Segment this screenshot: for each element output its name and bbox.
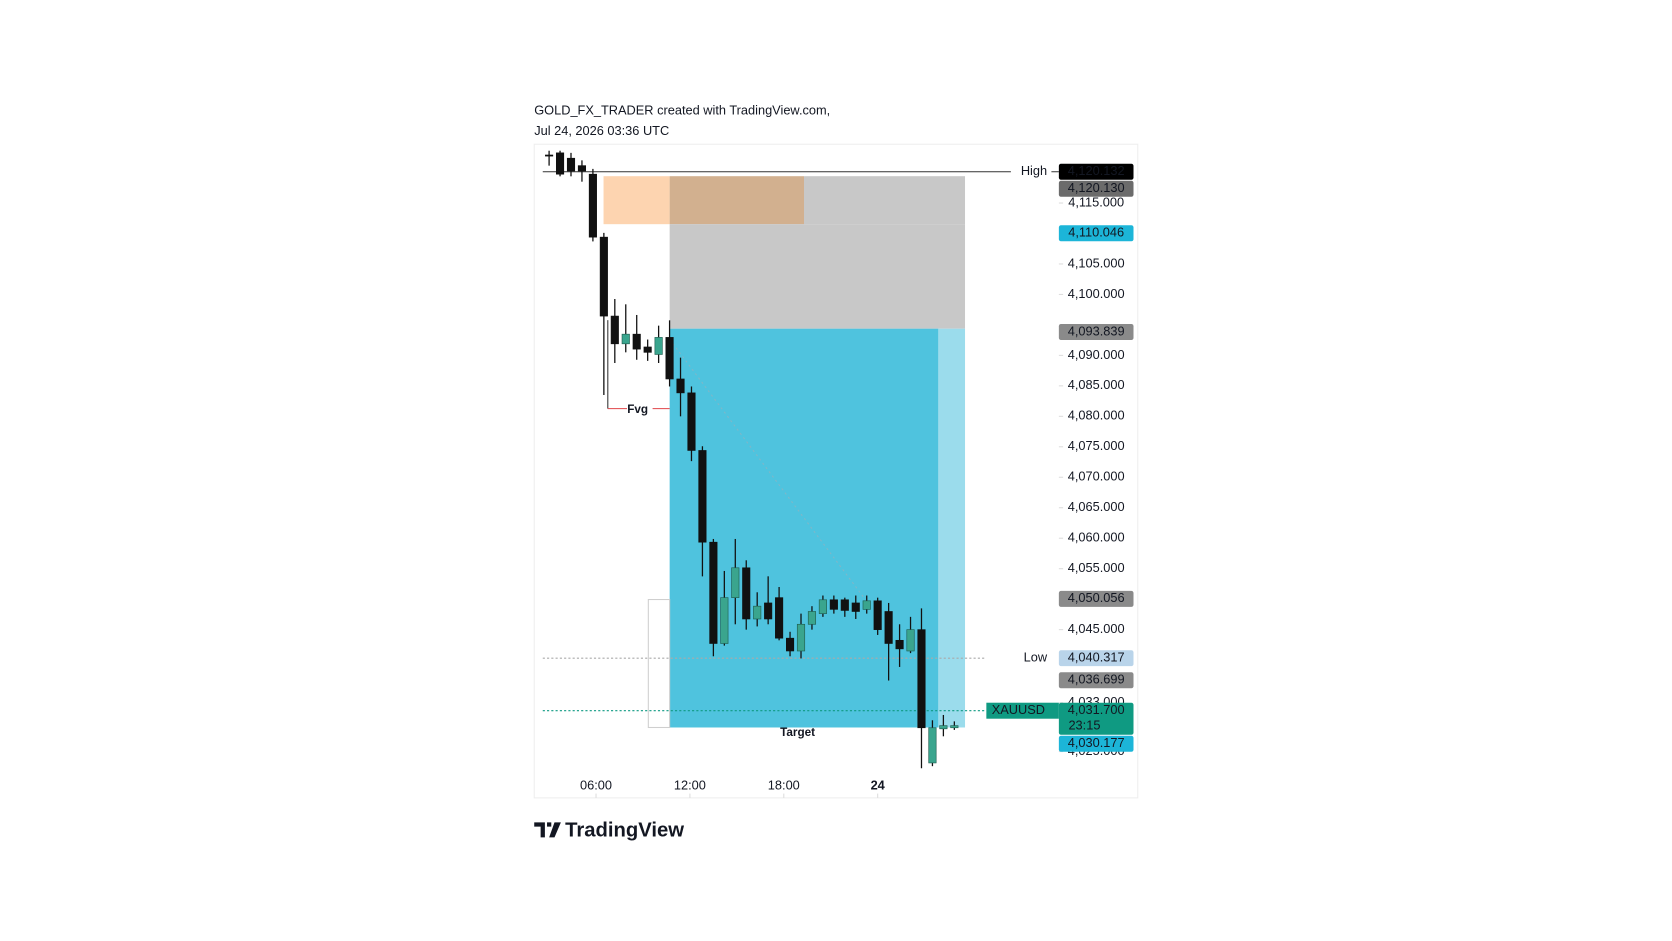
price-tag-countdown: 23:15: [1068, 718, 1100, 733]
candle-body: [753, 605, 762, 620]
price-tag: [1058, 225, 1134, 242]
price-tag-label: 4,036.699: [1068, 672, 1125, 687]
candle-body: [632, 333, 641, 350]
name-box: [1010, 163, 1052, 180]
candle-body: [950, 725, 959, 729]
price-tag-label: 4,110.046: [1068, 225, 1124, 240]
candle-body: [566, 157, 576, 172]
candle-body: [545, 154, 554, 157]
header-line: Jul 24, 2026 03:36 UTC: [534, 123, 669, 138]
candle-body: [840, 599, 849, 611]
candle-body: [884, 611, 893, 644]
price-tag: [1058, 323, 1134, 340]
candle-body: [775, 597, 784, 639]
x-tick-label: 24: [871, 778, 886, 793]
candle-body: [829, 599, 838, 610]
price-name: High: [1021, 163, 1047, 178]
header-line: GOLD_FX_TRADER created with TradingView.…: [534, 103, 830, 118]
x-tick-label: 18:00: [768, 778, 800, 793]
candle-body: [687, 392, 696, 451]
price-tag-label: 4,050.056: [1068, 590, 1125, 605]
candle-body: [676, 378, 685, 394]
price-tag: [1058, 180, 1134, 197]
candle-body: [709, 541, 718, 644]
zone: [804, 176, 966, 225]
candle-body: [786, 637, 795, 652]
candle-body: [851, 602, 860, 612]
candle-body: [588, 173, 597, 238]
brand-logo: TradingView: [534, 819, 684, 841]
price-tag: [1058, 672, 1134, 689]
candle-body: [577, 165, 587, 172]
y-tick-label: 4,065.000: [1068, 499, 1125, 514]
symbol-tag: [986, 702, 1059, 719]
price-tag-label: 4,120.132: [1068, 163, 1125, 178]
price-tag: [1058, 590, 1134, 607]
position-tool: [603, 176, 966, 729]
price-tag-label: 4,120.130: [1068, 180, 1125, 195]
candle-body: [610, 315, 619, 345]
candle-body: [862, 600, 871, 610]
y-tick-label: 4,115.000: [1068, 194, 1124, 209]
candle-body: [906, 629, 915, 652]
annotation: Target: [780, 726, 815, 739]
y-tick-label: 4,070.000: [1068, 469, 1125, 484]
candle-body: [928, 727, 937, 764]
zone: [669, 328, 939, 728]
price-tag: [1058, 650, 1134, 667]
y-tick-label: 4,060.000: [1068, 530, 1125, 545]
price-tag: [1058, 163, 1134, 180]
price-tag-label: 4,031.700: [1068, 702, 1125, 717]
candle-body: [917, 629, 926, 729]
price-tag-label: 4,030.177: [1068, 735, 1125, 750]
y-tick-label: 4,075.000: [1068, 438, 1125, 453]
candle-body: [939, 725, 948, 730]
candle-body: [895, 639, 904, 650]
annotation: Fvg: [627, 403, 648, 416]
zone: [669, 224, 966, 329]
candle-body: [621, 333, 630, 345]
price-tag: [1058, 735, 1134, 752]
candle-body: [731, 567, 740, 598]
x-tick-label: 12:00: [674, 778, 706, 793]
price-tag-label: 4,040.317: [1068, 650, 1125, 665]
candle-body: [764, 602, 773, 620]
price-name: Low: [1024, 650, 1048, 665]
logo-mark: [534, 822, 561, 838]
zone: [603, 176, 670, 225]
y-tick-label: 4,085.000: [1068, 377, 1125, 392]
candle-body: [720, 597, 729, 644]
y-tick-label: 4,080.000: [1068, 408, 1125, 423]
symbol-name: XAUUSD: [992, 702, 1045, 717]
candle-body: [599, 236, 608, 317]
y-tick-label: 4,055.000: [1068, 560, 1125, 575]
zone: [938, 328, 966, 728]
trend-line: [669, 339, 865, 598]
x-tick-label: 06:00: [580, 778, 612, 793]
name-box: [1010, 650, 1052, 667]
zone: [669, 176, 805, 225]
price-tag-label: 4,093.839: [1068, 323, 1125, 338]
y-tick-label: 4,090.000: [1068, 347, 1125, 362]
y-tick-label: 4,105.000: [1068, 255, 1125, 270]
candle-body: [807, 611, 817, 625]
candle-body: [654, 337, 663, 355]
candle-body: [818, 599, 827, 614]
candle-body: [796, 623, 806, 652]
candle-body: [873, 600, 882, 630]
y-tick-label: 4,045.000: [1068, 621, 1125, 636]
range-box: [647, 598, 671, 729]
brand-name: TradingView: [565, 819, 684, 841]
candle-body: [555, 152, 565, 175]
candle-body: [665, 337, 674, 380]
price-tag: [1058, 702, 1134, 735]
candle-body: [698, 450, 707, 543]
candle-body: [742, 567, 751, 620]
y-tick-label: 4,100.000: [1068, 286, 1125, 301]
candle-body: [643, 346, 652, 353]
